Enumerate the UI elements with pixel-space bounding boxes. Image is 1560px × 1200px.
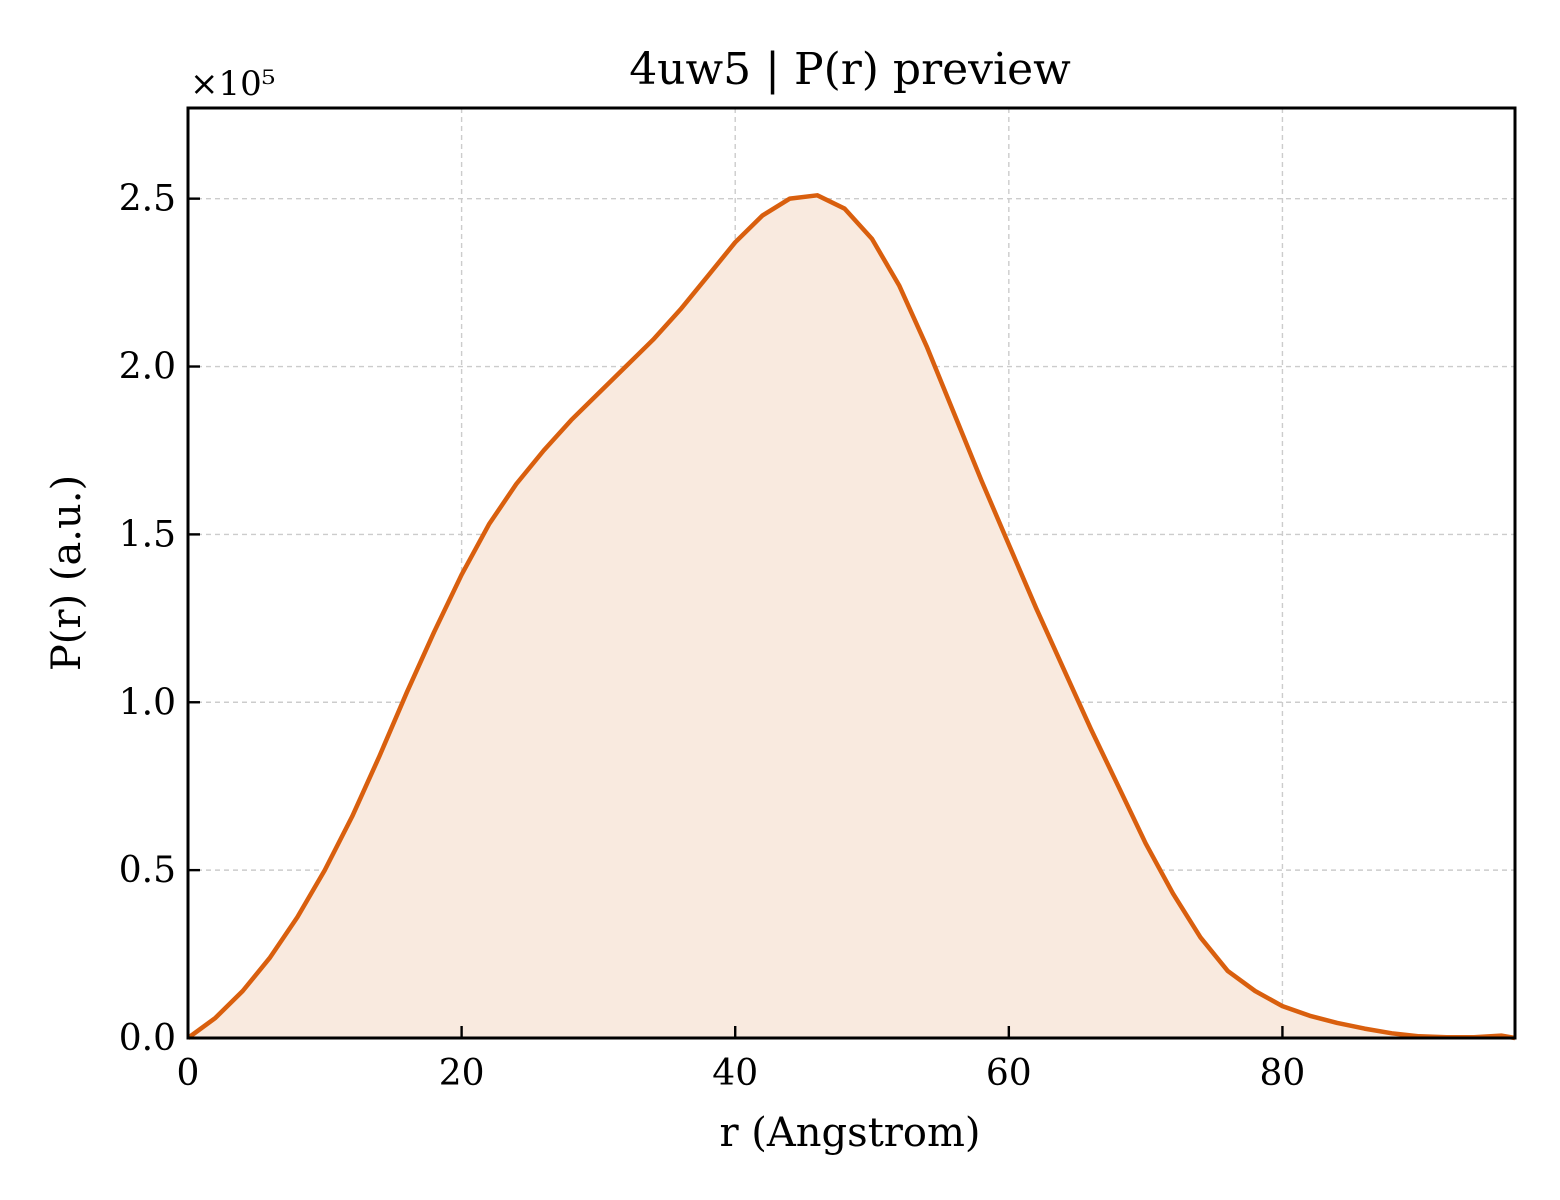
y-tick-label: 2.0 [119, 347, 176, 388]
y-tick-label: 1.5 [119, 514, 176, 555]
x-tick-label: 40 [712, 1053, 758, 1094]
series-area-fill [188, 195, 1515, 1039]
y-axis-label: P(r) (a.u.) [44, 475, 90, 671]
y-tick-label: 2.5 [119, 179, 176, 220]
x-tick-label: 60 [986, 1053, 1032, 1094]
y-tick-label: 0.0 [119, 1018, 176, 1059]
y-tick-label: 1.0 [119, 682, 176, 723]
x-tick-label: 20 [439, 1053, 485, 1094]
plot-frame [186, 106, 1517, 1040]
y-multiplier-label: ×10⁵ [190, 64, 275, 104]
x-tick-label: 80 [1260, 1053, 1306, 1094]
x-tick-label: 0 [177, 1053, 200, 1094]
ticks: 0 20 40 60 80 0.0 0.5 1.0 1.5 2.0 2.5 [119, 179, 1306, 1094]
series-line [186, 193, 1516, 1041]
chart-title: 4uw5 | P(r) preview [629, 44, 1071, 95]
y-tick-label: 0.5 [119, 850, 176, 891]
x-axis-label: r (Angstrom) [719, 1110, 980, 1156]
